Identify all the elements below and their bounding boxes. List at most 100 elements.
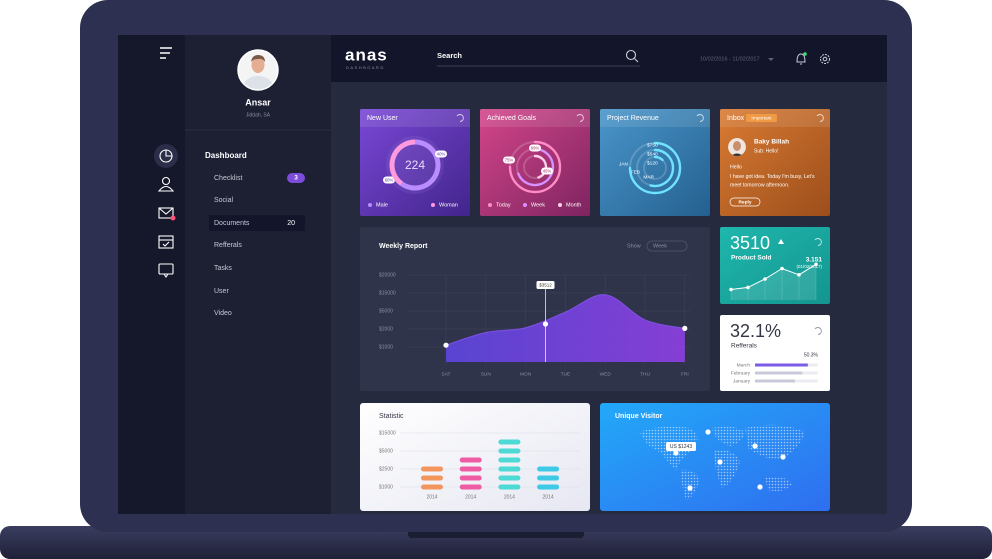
change: 3.151 [806, 257, 823, 264]
y-tick-label: $1000 [379, 344, 393, 350]
refresh-icons-part[interactable] [696, 114, 704, 122]
nav-icons-part[interactable] [165, 150, 172, 157]
refresh-icons-part[interactable] [814, 238, 822, 246]
menu-count: 20 [287, 220, 295, 227]
map-markers[interactable] [673, 429, 786, 491]
menu-item[interactable]: Documents [214, 220, 250, 227]
map-markers-part[interactable] [673, 450, 679, 456]
card-statistic [360, 403, 590, 511]
value-label: $750 [647, 142, 658, 148]
map-tooltip: US $1243 [670, 444, 692, 450]
map-markers-part[interactable] [780, 454, 786, 460]
refresh-icons-part[interactable] [456, 114, 464, 122]
settings-icon-part[interactable] [820, 54, 830, 64]
avatar-part [251, 57, 265, 73]
bar-pill [498, 484, 521, 490]
menu-item[interactable]: Refferals [214, 242, 242, 249]
donut-glow [386, 136, 444, 194]
bell-icon[interactable] [796, 53, 806, 65]
search-icon-part[interactable] [625, 49, 637, 61]
menu-highlight [209, 215, 305, 231]
menu-heading: Dashboard [205, 151, 247, 160]
map-markers-part[interactable] [757, 484, 763, 490]
bar-pill [537, 475, 560, 481]
bar [755, 363, 808, 367]
nav-icons[interactable] [157, 149, 175, 278]
refresh-icons-part[interactable] [576, 114, 584, 122]
nav-icons-part[interactable] [158, 263, 174, 275]
bar-pill [459, 457, 482, 463]
map-markers-part[interactable] [687, 485, 693, 491]
value-label: 50.3% [804, 352, 819, 358]
date-range[interactable]: 10/02/2016 - 11/02/2017 [700, 56, 760, 62]
menu-item[interactable]: Tasks [214, 265, 232, 272]
menu-item[interactable]: Social [214, 197, 234, 204]
charts: New User 60% Male 40% Woman 224 Achieved Goals… [367, 115, 822, 500]
refresh-icons-part[interactable] [814, 327, 822, 335]
menu-item[interactable]: User [214, 288, 229, 295]
tag: Important [751, 116, 772, 122]
line [445, 294, 685, 346]
profile-name: Ansar [245, 97, 271, 107]
refresh-icons-part[interactable] [816, 114, 824, 122]
settings-icon[interactable] [820, 54, 830, 64]
sender-avatar-part [729, 153, 745, 156]
value-label: $540 [647, 151, 658, 157]
logo: anas [345, 45, 388, 64]
world-map-part [765, 476, 792, 492]
point [780, 266, 784, 271]
ring-arc [533, 154, 548, 179]
nav-icons-part[interactable] [161, 176, 171, 186]
search-icon-part[interactable] [634, 58, 639, 63]
nav-icons-part[interactable] [158, 235, 174, 249]
map-markers-part[interactable] [752, 443, 758, 449]
category-label: February [731, 370, 751, 376]
reply-label[interactable]: Reply [738, 200, 751, 206]
y-tick-label: $15000 [379, 290, 396, 296]
bar-pill [537, 484, 560, 490]
menu-toggle[interactable] [160, 47, 172, 59]
ring-arc [517, 147, 555, 187]
card-title: Achieved Goals [487, 115, 537, 122]
menu-item[interactable]: Checklist [214, 175, 242, 182]
nav-icons-part[interactable] [158, 207, 174, 215]
bell-dot [803, 52, 807, 56]
x-tick-label: 2014 [504, 494, 515, 500]
x-tick-label: THU [640, 371, 650, 377]
legend-dot [558, 203, 562, 207]
filter-value: Week [653, 243, 667, 249]
bar-pill [421, 484, 443, 490]
card-headers-part [360, 109, 470, 127]
search-input[interactable]: Search [437, 51, 462, 60]
point [729, 287, 733, 292]
bar [459, 457, 482, 490]
x-tick-label: SUN [481, 371, 492, 377]
settings-icon-part[interactable] [822, 56, 828, 62]
menu-badge: 3 [294, 175, 298, 182]
category-label: FEB [631, 169, 640, 175]
bar-pill [421, 475, 443, 481]
map-title: Unique Visitor [615, 413, 663, 420]
nav-icons-part[interactable] [158, 207, 174, 219]
legend-dot [488, 203, 492, 207]
value-label: 69% [531, 145, 540, 150]
card-headers-part [480, 109, 590, 127]
point [814, 262, 818, 267]
line [730, 263, 817, 290]
filter-box[interactable] [646, 240, 688, 252]
legend-label: Male [376, 202, 388, 208]
menu-item[interactable]: Video [214, 310, 232, 317]
bell-icon-part[interactable] [796, 53, 806, 63]
refresh-icons[interactable] [456, 114, 824, 335]
search-icon[interactable] [625, 49, 639, 63]
annotation-bg [536, 281, 555, 289]
bar-pill [537, 466, 560, 472]
map-markers-part[interactable] [717, 459, 723, 465]
nav-icons-part[interactable] [162, 241, 170, 247]
reply-button[interactable] [729, 197, 761, 207]
nav-icons-part[interactable] [157, 185, 175, 192]
map-markers-part[interactable] [705, 429, 711, 435]
nav-icons-part[interactable] [163, 273, 169, 278]
sender-avatar-part [733, 141, 741, 151]
